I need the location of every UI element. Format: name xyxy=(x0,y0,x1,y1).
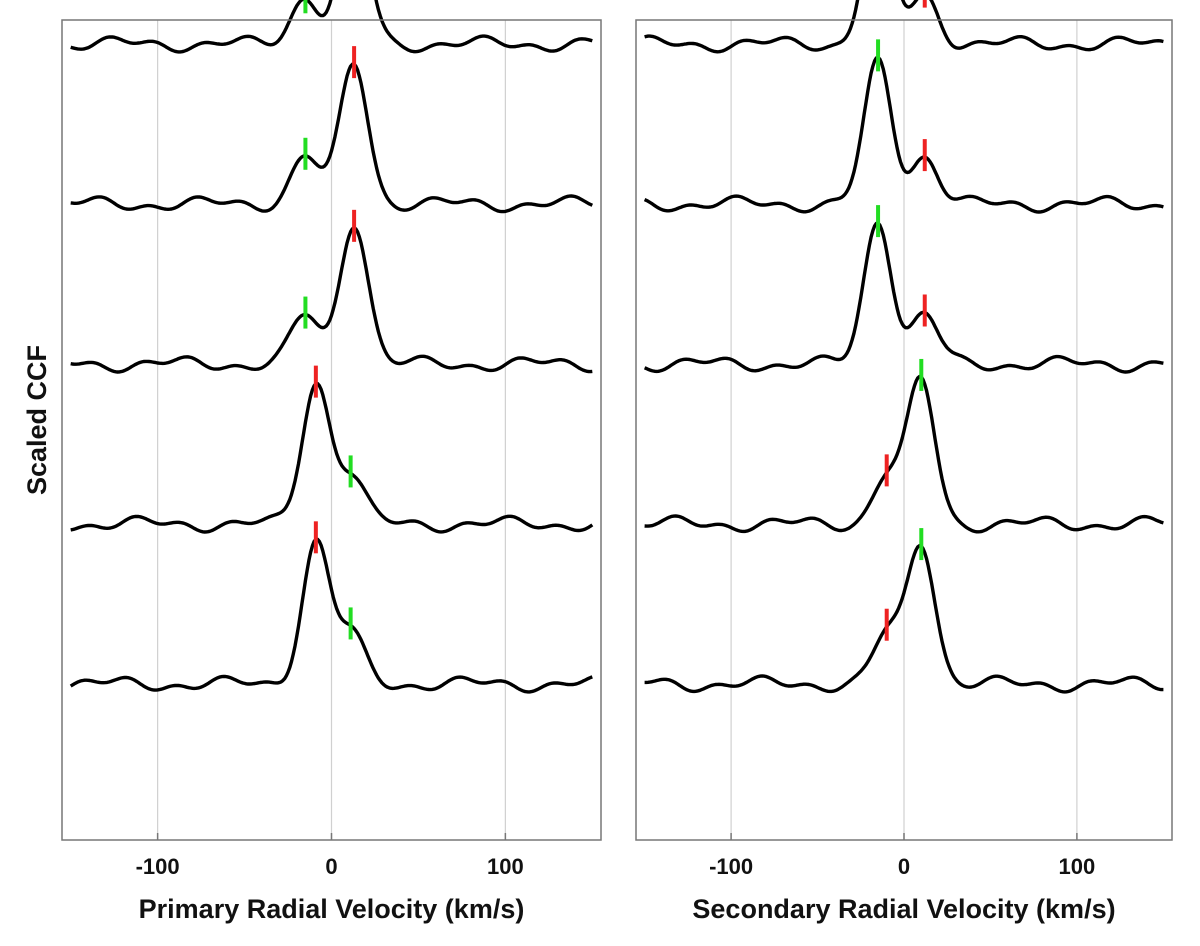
secondary-ccf-curve xyxy=(644,0,1164,54)
secondary-ccf-curve xyxy=(644,543,1164,694)
secondary-x-axis-label: Secondary Radial Velocity (km/s) xyxy=(692,894,1115,924)
primary-ccf-curve xyxy=(70,381,594,534)
secondary-x-tick-label: -100 xyxy=(709,854,753,879)
primary-x-tick-label: -100 xyxy=(136,854,180,879)
secondary-ccf-curve xyxy=(644,374,1164,534)
primary-ccf-curve xyxy=(70,62,594,214)
secondary-x-tick-label: 0 xyxy=(898,854,910,879)
secondary-markers xyxy=(876,0,927,641)
primary-x-axis-label: Primary Radial Velocity (km/s) xyxy=(139,894,525,924)
secondary-x-ticks: -100 0 100 xyxy=(709,833,1095,879)
primary-curves xyxy=(69,0,594,694)
primary-ccf-curve xyxy=(70,0,593,54)
primary-panel: -100 0 100 Primary Radial Velocity (km/s) xyxy=(61,0,602,924)
primary-ccf-curve xyxy=(70,226,593,374)
y-axis-label: Scaled CCF xyxy=(22,345,52,495)
secondary-x-tick-label: 100 xyxy=(1059,854,1096,879)
primary-ccf-curve xyxy=(69,537,593,694)
primary-markers xyxy=(303,0,357,640)
secondary-ccf-curve xyxy=(643,55,1164,214)
primary-x-tick-label: 100 xyxy=(487,854,524,879)
primary-x-ticks: -100 0 100 xyxy=(136,833,524,879)
secondary-curves xyxy=(643,0,1164,694)
secondary-ccf-curve xyxy=(643,221,1164,374)
secondary-panel: -100 0 100 Secondary Radial Velocity (km/s… xyxy=(635,0,1173,924)
primary-x-tick-label: 0 xyxy=(325,854,337,879)
